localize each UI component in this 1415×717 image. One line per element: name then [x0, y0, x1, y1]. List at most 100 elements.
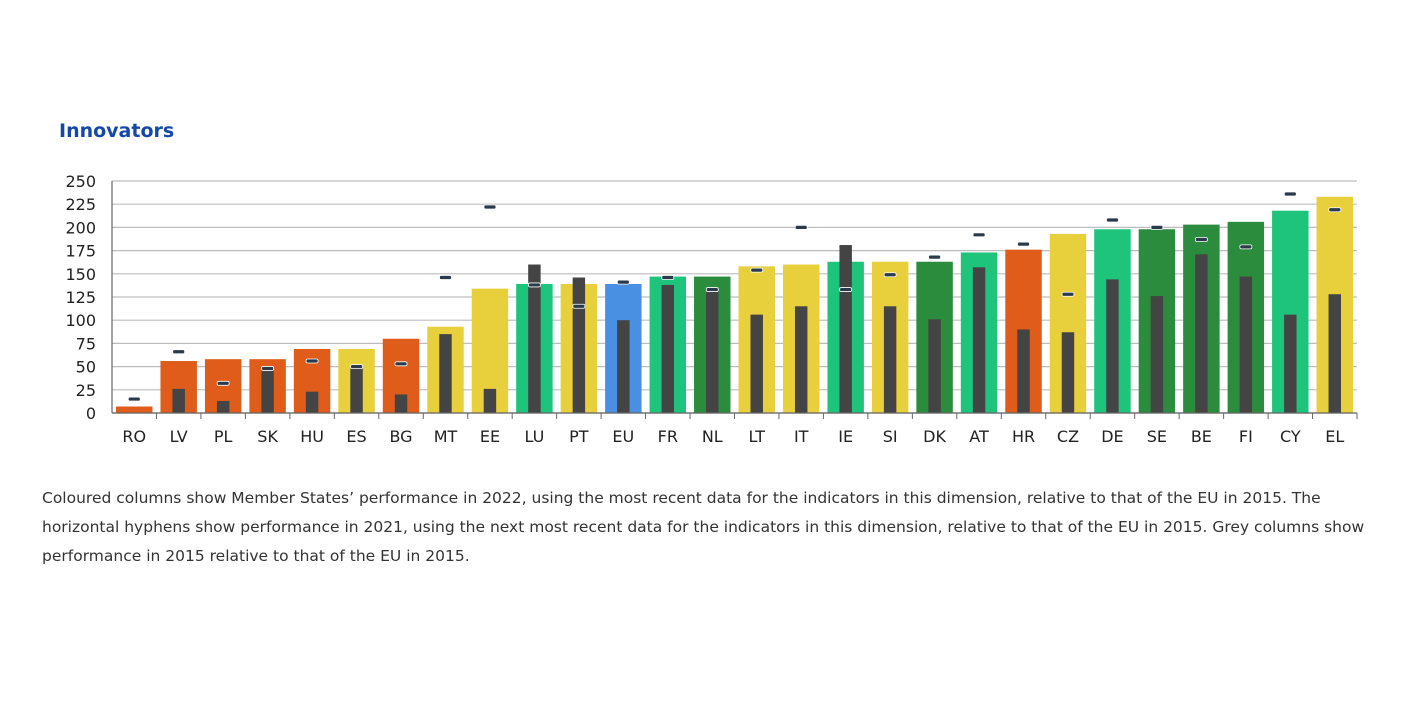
marker-2021-lt	[750, 267, 764, 273]
marker-2021-nl	[705, 287, 719, 292]
x-tick-label-dk: DK	[923, 427, 946, 446]
marker-2021-pt	[572, 303, 586, 309]
x-tick-label-eu: EU	[612, 427, 634, 446]
bar-2015-cz	[1061, 332, 1075, 413]
bar-2015-fi	[1239, 276, 1253, 413]
bar-2022-ro	[116, 406, 153, 413]
x-tick-label-fr: FR	[658, 427, 678, 446]
x-tick-label-lt: LT	[748, 427, 765, 446]
marker-2021-be	[1194, 237, 1208, 242]
bar-2015-be	[1195, 254, 1208, 413]
bar-2015-at	[972, 267, 986, 413]
x-tick-label-cy: CY	[1280, 427, 1301, 446]
x-tick-label-it: IT	[794, 427, 809, 446]
bar-2015-se	[1150, 296, 1164, 413]
y-tick-label: 225	[65, 195, 96, 214]
bar-2015-pl	[216, 400, 230, 413]
marker-2021-it	[794, 225, 808, 230]
y-tick-label: 25	[76, 381, 96, 400]
bar-2015-hu	[305, 391, 319, 413]
x-tick-label-hr: HR	[1012, 427, 1035, 446]
x-tick-label-sk: SK	[257, 427, 278, 446]
chart-title: Innovators	[59, 120, 175, 142]
y-tick-label: 175	[65, 242, 96, 261]
x-tick-label-ee: EE	[480, 427, 500, 446]
x-tick-label-be: BE	[1191, 427, 1212, 446]
y-tick-label: 100	[65, 311, 96, 330]
marker-2021-sk	[261, 366, 275, 371]
y-tick-label: 75	[76, 334, 96, 353]
y-tick-label: 250	[65, 172, 96, 191]
bar-2015-bg	[394, 394, 408, 413]
x-tick-label-pt: PT	[569, 427, 589, 446]
marker-2021-lu	[528, 282, 541, 288]
bar-2015-lv	[172, 388, 185, 413]
x-tick-label-bg: BG	[389, 427, 412, 446]
x-tick-label-hu: HU	[300, 427, 324, 446]
x-tick-label-pl: PL	[214, 427, 233, 446]
x-tick-label-fi: FI	[1239, 427, 1253, 446]
bar-2015-lt	[750, 314, 763, 413]
bar-2015-ee	[483, 388, 497, 413]
x-tick-label-nl: NL	[702, 427, 723, 446]
x-tick-label-mt: MT	[434, 427, 458, 446]
marker-2021-hr	[1017, 241, 1030, 247]
marker-2021-pl	[216, 380, 230, 386]
bar-2015-nl	[706, 287, 719, 413]
y-axis: 0 25 50 75 100 125 150 175 200 225 250	[65, 172, 113, 423]
x-tick-label-cz: CZ	[1057, 427, 1079, 446]
bar-2015-cy	[1284, 314, 1297, 413]
marker-2021-cy	[1283, 191, 1297, 197]
marker-2021-at	[972, 232, 986, 238]
x-tick-label-si: SI	[883, 427, 898, 446]
bar-2015-it	[794, 306, 808, 413]
bar-2015-fr	[661, 284, 675, 413]
x-tick-label-lu: LU	[524, 427, 544, 446]
marker-2021-hu	[305, 358, 319, 364]
marker-2021-bg	[394, 361, 408, 367]
marker-2021-mt	[439, 275, 452, 280]
marker-2021-ie	[839, 287, 853, 292]
marker-2021-fi	[1239, 244, 1253, 250]
bar-2015-lu	[528, 264, 541, 413]
x-axis: RO LV PL SK HU ES BG MT EE LU PT EU FR NL LT IT IE SI DK AT…	[112, 412, 1358, 446]
bar-2015-hr	[1017, 329, 1030, 413]
x-tick-label-lv: LV	[170, 427, 188, 446]
marker-2021-se	[1150, 225, 1164, 230]
marker-2021-si	[883, 272, 897, 278]
marker-2021-ro	[127, 396, 141, 402]
marker-2021-lv	[172, 349, 186, 355]
bar-2015-es	[350, 365, 363, 413]
marker-2021-cz	[1061, 291, 1075, 297]
y-tick-label: 50	[76, 358, 96, 377]
marker-2021-el	[1328, 207, 1342, 213]
marker-2021-eu	[616, 279, 630, 285]
marker-2021-dk	[928, 254, 941, 260]
x-tick-label-es: ES	[346, 427, 366, 446]
bar-2015-eu	[617, 320, 630, 413]
chart-caption: Coloured columns show Member States’ per…	[42, 489, 1365, 565]
marker-2021-ee	[483, 204, 497, 210]
marker-2021-es	[350, 364, 363, 370]
x-tick-label-at: AT	[969, 427, 989, 446]
bar-2015-mt	[439, 334, 452, 413]
bars	[116, 191, 1353, 413]
y-tick-label: 125	[65, 288, 96, 307]
y-tick-label: 0	[86, 404, 96, 423]
x-tick-label-el: EL	[1325, 427, 1344, 446]
bar-chart: 0 25 50 75 100 125 150 175 200 225 250 RO LV PL SK HU E…	[65, 172, 1358, 446]
bar-2015-de	[1106, 279, 1119, 413]
x-tick-label-ie: IE	[838, 427, 853, 446]
x-tick-label-ro: RO	[122, 427, 146, 446]
bar-2015-sk	[261, 370, 274, 413]
marker-2021-de	[1106, 217, 1119, 223]
x-tick-label-de: DE	[1101, 427, 1123, 446]
marker-2021-fr	[661, 275, 675, 280]
y-tick-label: 200	[65, 218, 96, 237]
bar-2015-dk	[928, 319, 941, 413]
bar-2015-si	[883, 306, 897, 413]
bar-2015-el	[1328, 294, 1341, 413]
x-tick-label-se: SE	[1147, 427, 1167, 446]
bar-2015-pt	[572, 277, 586, 413]
bar-2015-ie	[839, 245, 852, 413]
